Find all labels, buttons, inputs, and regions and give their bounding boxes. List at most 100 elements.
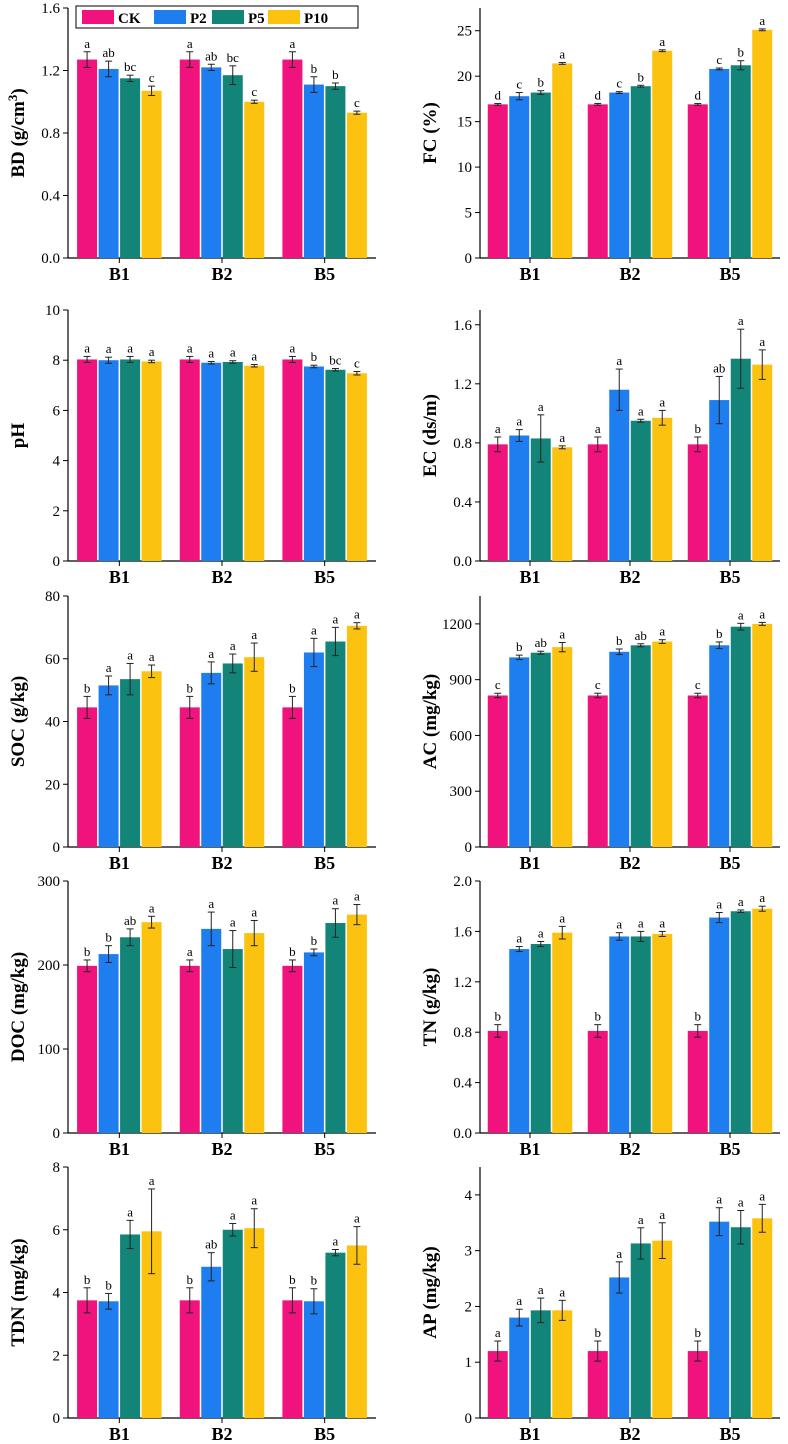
y-tick-label: 0.0 <box>453 1126 472 1142</box>
significance-letter: a <box>106 660 112 675</box>
significance-letter: b <box>638 69 645 84</box>
bar-p5-b2 <box>630 936 651 1133</box>
bar-ck-b1 <box>487 1030 508 1133</box>
y-tick-label: 0 <box>465 1411 473 1427</box>
significance-letter: b <box>695 421 702 436</box>
significance-letter: a <box>230 345 236 360</box>
bar-ck-b2 <box>587 444 608 561</box>
bar-p10-b2 <box>652 50 673 259</box>
bar-p10-b2 <box>244 1228 265 1418</box>
significance-letter: a <box>84 36 90 51</box>
bar-p2-b2 <box>609 92 630 258</box>
significance-letter: a <box>495 1325 501 1340</box>
bar-p10-b5 <box>346 373 367 561</box>
bar-ck-b2 <box>587 1030 608 1133</box>
significance-letter: a <box>354 889 360 904</box>
significance-letter: a <box>251 904 257 919</box>
significance-letter: b <box>595 1325 602 1340</box>
significance-letter: a <box>149 1173 155 1188</box>
significance-letter: a <box>659 915 665 930</box>
significance-letter: a <box>251 1193 257 1208</box>
bar-p2-b2 <box>201 67 222 258</box>
y-tick-label: 40 <box>45 715 60 731</box>
significance-letter: b <box>716 626 723 641</box>
y-tick-label: 1200 <box>442 617 472 633</box>
y-tick-label: 15 <box>457 115 472 131</box>
significance-letter: b <box>84 1272 91 1287</box>
x-tick-label: B5 <box>314 1139 335 1159</box>
bar-p5-b1 <box>120 1234 141 1418</box>
significance-letter: a <box>495 421 501 436</box>
bar-ck-b5 <box>282 965 303 1133</box>
y-tick-label: 900 <box>450 673 473 689</box>
significance-letter: a <box>759 334 765 349</box>
significance-letter: b <box>495 1009 502 1024</box>
significance-letter: a <box>333 611 339 626</box>
bar-ck-b1 <box>77 1300 98 1418</box>
significance-letter: a <box>516 1293 522 1308</box>
bar-ck-b2 <box>587 104 608 258</box>
significance-letter: c <box>149 70 155 85</box>
significance-letter: ab <box>102 45 114 60</box>
significance-letter: ab <box>713 360 725 375</box>
significance-letter: ab <box>124 913 136 928</box>
significance-letter: b <box>516 639 523 654</box>
y-axis-label: DOC (mg/kg) <box>8 952 29 1062</box>
bar-p5-b2 <box>222 949 243 1133</box>
x-tick-label: B1 <box>519 264 540 284</box>
significance-letter: a <box>149 344 155 359</box>
legend-swatch-p2 <box>154 10 186 24</box>
x-tick-label: B5 <box>314 1424 335 1444</box>
bar-ck-b5 <box>687 444 708 561</box>
x-tick-label: B2 <box>211 1139 232 1159</box>
significance-letter: a <box>559 430 565 445</box>
significance-letter: bc <box>329 352 342 367</box>
bar-ck-b2 <box>587 695 608 847</box>
legend-swatch-ck <box>82 10 114 24</box>
y-tick-label: 80 <box>45 589 60 605</box>
legend-label-p2: P2 <box>190 11 207 27</box>
x-tick-label: B5 <box>314 853 335 873</box>
bar-p10-b1 <box>141 361 162 561</box>
significance-letter: b <box>289 1272 296 1287</box>
x-tick-label: B2 <box>619 264 640 284</box>
y-tick-label: 1.2 <box>453 377 472 393</box>
bar-p10-b2 <box>244 933 265 1133</box>
x-tick-label: B5 <box>719 567 740 587</box>
bar-p5-b5 <box>325 86 346 258</box>
bar-p2-b1 <box>98 68 119 258</box>
y-axis-label: FC (%) <box>420 102 441 164</box>
significance-letter: b <box>311 933 318 948</box>
significance-letter: a <box>616 917 622 932</box>
x-tick-label: B1 <box>519 853 540 873</box>
bar-p5-b1 <box>120 359 141 561</box>
y-tick-label: 2 <box>465 1299 473 1315</box>
bar-p2-b1 <box>98 360 119 561</box>
y-tick-label: 0.4 <box>453 495 472 511</box>
bar-p5-b5 <box>730 1227 751 1418</box>
x-tick-label: B1 <box>519 567 540 587</box>
significance-letter: a <box>716 897 722 912</box>
significance-letter: c <box>354 95 360 110</box>
y-tick-label: 25 <box>457 24 472 40</box>
significance-letter: bc <box>124 59 137 74</box>
x-tick-label: B2 <box>211 853 232 873</box>
bar-ck-b1 <box>487 104 508 258</box>
y-tick-label: 1 <box>465 1355 473 1371</box>
significance-letter: a <box>333 1234 339 1249</box>
bar-ck-b1 <box>77 707 98 847</box>
significance-letter: a <box>311 622 317 637</box>
y-axis-label: AC (mg/kg) <box>420 674 441 770</box>
y-tick-label: 8 <box>53 1160 61 1176</box>
y-axis-label: TN (g/kg) <box>420 968 441 1047</box>
significance-letter: ab <box>205 1237 217 1252</box>
x-tick-label: B1 <box>109 1139 130 1159</box>
x-tick-label: B1 <box>109 264 130 284</box>
bar-ck-b5 <box>687 1030 708 1133</box>
